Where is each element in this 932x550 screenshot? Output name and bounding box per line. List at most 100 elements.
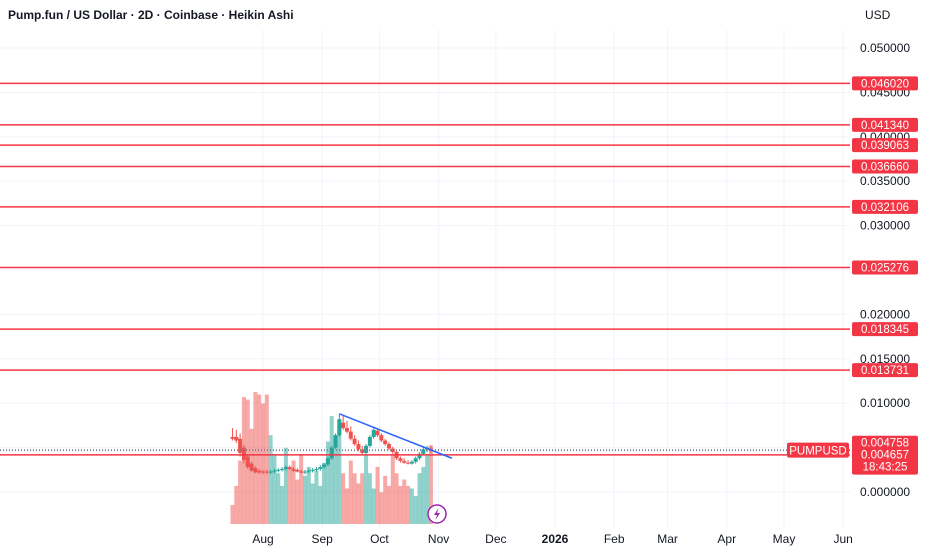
x-tick-label: Mar bbox=[657, 532, 678, 546]
candle-body[interactable] bbox=[383, 440, 388, 445]
volume-bar bbox=[356, 483, 361, 524]
x-tick-label: Nov bbox=[428, 532, 449, 546]
candle-body[interactable] bbox=[306, 470, 311, 472]
volume-bar bbox=[295, 479, 300, 524]
volume-bar bbox=[234, 485, 239, 524]
y-tick-label: 0.050000 bbox=[860, 41, 910, 55]
x-tick-label: Jun bbox=[834, 532, 853, 546]
candle-body[interactable] bbox=[314, 468, 319, 470]
candle-body[interactable] bbox=[333, 435, 338, 448]
volume-bar bbox=[333, 435, 338, 524]
candle-body[interactable] bbox=[310, 469, 315, 471]
candle-body[interactable] bbox=[245, 456, 250, 468]
volume-bar bbox=[264, 394, 269, 524]
symbol-tag-box[interactable] bbox=[787, 442, 849, 458]
candle-body[interactable] bbox=[230, 436, 235, 439]
trendline[interactable] bbox=[339, 413, 453, 459]
volume-bar bbox=[283, 447, 288, 524]
candle-body[interactable] bbox=[337, 419, 342, 436]
candle-body[interactable] bbox=[261, 471, 265, 473]
candle-body[interactable] bbox=[398, 458, 403, 461]
volume-bar bbox=[386, 485, 391, 524]
candle-body[interactable] bbox=[234, 436, 239, 441]
candle-body[interactable] bbox=[264, 471, 269, 473]
candle-body[interactable] bbox=[291, 468, 296, 471]
candle-body[interactable] bbox=[402, 460, 407, 463]
level-label-text: 0.025276 bbox=[861, 263, 909, 275]
candle-body[interactable] bbox=[257, 470, 262, 473]
candle-body[interactable] bbox=[375, 430, 380, 436]
volume-bar bbox=[398, 485, 403, 524]
volume-bar bbox=[291, 460, 296, 524]
level-label-text: 0.032106 bbox=[861, 202, 909, 214]
candle-body[interactable] bbox=[390, 448, 395, 453]
x-tick-label: 2026 bbox=[542, 532, 569, 546]
x-tick-label: Oct bbox=[370, 532, 389, 546]
volume-bar bbox=[409, 488, 414, 524]
candle-body[interactable] bbox=[360, 449, 365, 453]
candle-body[interactable] bbox=[352, 438, 357, 445]
price-label-box bbox=[852, 435, 918, 450]
volume-bar bbox=[325, 441, 330, 524]
candle-body[interactable] bbox=[268, 471, 273, 473]
candle-body[interactable] bbox=[348, 431, 353, 439]
volume-bar bbox=[276, 473, 281, 524]
candle-body[interactable] bbox=[367, 436, 372, 446]
candle-body[interactable] bbox=[238, 438, 243, 453]
level-label-box bbox=[852, 117, 918, 132]
x-tick-label: Feb bbox=[604, 532, 625, 546]
candle-body[interactable] bbox=[329, 447, 334, 459]
candle-body[interactable] bbox=[272, 470, 277, 472]
candle-body[interactable] bbox=[249, 463, 254, 471]
level-label-box bbox=[852, 76, 918, 91]
candle-body[interactable] bbox=[325, 458, 330, 465]
level-label-box bbox=[852, 138, 918, 153]
candle-body[interactable] bbox=[295, 469, 300, 472]
volume-bar bbox=[375, 466, 380, 524]
y-tick-label: 0.015000 bbox=[860, 352, 910, 366]
candle-body[interactable] bbox=[409, 461, 414, 464]
countdown-label-text: 18:43:25 bbox=[863, 462, 908, 474]
candle-body[interactable] bbox=[322, 464, 327, 468]
candle-body[interactable] bbox=[241, 447, 246, 461]
volume-bar bbox=[280, 485, 285, 524]
volume-bar bbox=[230, 504, 235, 524]
volume-bar bbox=[272, 454, 277, 524]
candle-body[interactable] bbox=[406, 462, 411, 464]
volume-bar bbox=[268, 435, 273, 524]
candle-body[interactable] bbox=[318, 467, 323, 469]
volume-bar bbox=[394, 473, 399, 524]
candle-body[interactable] bbox=[283, 467, 288, 469]
candle-body[interactable] bbox=[302, 471, 307, 473]
level-label-box bbox=[852, 199, 918, 214]
volume-bar bbox=[238, 460, 243, 524]
candle-body[interactable] bbox=[356, 444, 361, 450]
y-tick-label: 0.030000 bbox=[860, 219, 910, 233]
volume-bar bbox=[249, 428, 254, 524]
candle-body[interactable] bbox=[421, 449, 426, 454]
candle-body[interactable] bbox=[287, 467, 292, 469]
lightning-bolt-icon bbox=[434, 508, 440, 520]
candle-body[interactable] bbox=[371, 429, 376, 437]
candle-body[interactable] bbox=[413, 458, 418, 462]
volume-bar bbox=[337, 422, 342, 524]
currency-label[interactable]: USD bbox=[865, 8, 891, 22]
candle-body[interactable] bbox=[386, 444, 391, 449]
volume-bar bbox=[428, 445, 433, 524]
level-label-text: 0.041340 bbox=[861, 120, 909, 132]
candle-body[interactable] bbox=[344, 428, 349, 432]
volume-bar bbox=[253, 392, 258, 524]
candle-body[interactable] bbox=[280, 468, 285, 470]
x-tick-label: Dec bbox=[485, 532, 506, 546]
y-tick-label: 0.010000 bbox=[860, 396, 910, 410]
candle-body[interactable] bbox=[379, 435, 384, 441]
x-tick-label: Aug bbox=[252, 532, 273, 546]
volume-bar bbox=[318, 485, 323, 524]
candle-body[interactable] bbox=[341, 422, 346, 429]
candle-body[interactable] bbox=[276, 469, 281, 471]
price-label-box bbox=[852, 446, 918, 475]
candle-body[interactable] bbox=[417, 453, 422, 459]
candle-body[interactable] bbox=[253, 468, 258, 473]
candle-body[interactable] bbox=[299, 471, 304, 473]
